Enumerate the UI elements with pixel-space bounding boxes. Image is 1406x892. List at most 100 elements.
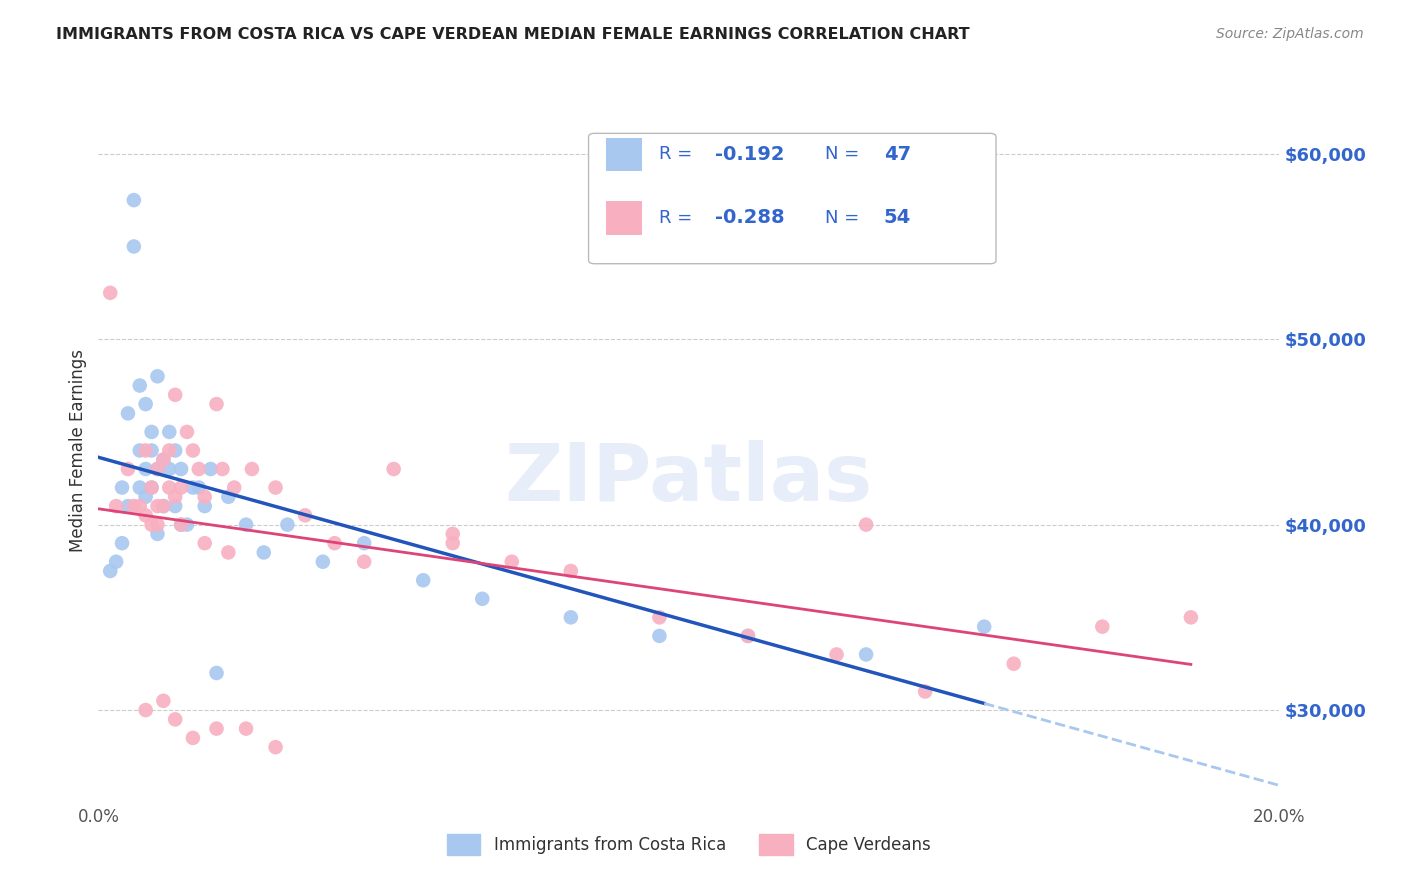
Point	[165, 712, 187, 726]
Point	[235, 517, 257, 532]
Point	[135, 397, 157, 411]
Point	[165, 490, 187, 504]
Point	[117, 462, 139, 476]
Point	[152, 694, 174, 708]
Point	[181, 481, 204, 495]
Point	[135, 462, 157, 476]
Point	[141, 517, 163, 532]
Point	[165, 499, 187, 513]
Point	[205, 397, 228, 411]
Point	[264, 740, 287, 755]
Point	[152, 452, 174, 467]
Text: 54: 54	[884, 209, 911, 227]
Point	[253, 545, 276, 559]
Text: R =: R =	[659, 145, 699, 163]
Point	[170, 517, 193, 532]
Point	[122, 193, 145, 207]
Point	[323, 536, 346, 550]
Point	[170, 481, 193, 495]
Text: N =: N =	[825, 145, 865, 163]
Point	[855, 648, 877, 662]
Point	[146, 499, 169, 513]
Point	[152, 499, 174, 513]
Point	[152, 499, 174, 513]
Point	[412, 574, 434, 588]
Point	[128, 378, 150, 392]
Point	[157, 425, 180, 439]
Point	[135, 508, 157, 523]
Point	[157, 462, 180, 476]
Point	[105, 555, 128, 569]
Point	[157, 481, 180, 495]
Point	[187, 462, 209, 476]
Point	[217, 490, 239, 504]
Point	[264, 481, 287, 495]
Point	[146, 462, 169, 476]
Point	[737, 629, 759, 643]
Bar	[606, 201, 641, 235]
Point	[501, 555, 523, 569]
Text: 47: 47	[884, 145, 911, 164]
Point	[194, 490, 217, 504]
Point	[181, 731, 204, 745]
Text: Source: ZipAtlas.com: Source: ZipAtlas.com	[1216, 27, 1364, 41]
Point	[146, 369, 169, 384]
Point	[135, 703, 157, 717]
Point	[157, 443, 180, 458]
Text: IMMIGRANTS FROM COSTA RICA VS CAPE VERDEAN MEDIAN FEMALE EARNINGS CORRELATION CH: IMMIGRANTS FROM COSTA RICA VS CAPE VERDE…	[56, 27, 970, 42]
Point	[1180, 610, 1202, 624]
Point	[141, 481, 163, 495]
Point	[194, 499, 217, 513]
Point	[855, 517, 877, 532]
Point	[128, 443, 150, 458]
Point	[146, 527, 169, 541]
Point	[648, 629, 671, 643]
Point	[117, 406, 139, 420]
Point	[122, 499, 145, 513]
Point	[276, 517, 298, 532]
Point	[146, 517, 169, 532]
Point	[135, 490, 157, 504]
Point	[1002, 657, 1025, 671]
Point	[141, 481, 163, 495]
Point	[122, 239, 145, 253]
Point	[170, 517, 193, 532]
Point	[353, 536, 375, 550]
Point	[165, 388, 187, 402]
Point	[240, 462, 263, 476]
Point	[217, 545, 239, 559]
Point	[353, 555, 375, 569]
Point	[98, 564, 121, 578]
Point	[141, 443, 163, 458]
Legend: Immigrants from Costa Rica, Cape Verdeans: Immigrants from Costa Rica, Cape Verdean…	[440, 828, 938, 862]
Point	[170, 462, 193, 476]
Point	[141, 425, 163, 439]
Point	[211, 462, 233, 476]
Point	[135, 443, 157, 458]
Point	[560, 610, 582, 624]
Point	[205, 722, 228, 736]
Text: ZIPatlas: ZIPatlas	[505, 440, 873, 517]
Point	[187, 481, 209, 495]
Point	[224, 481, 246, 495]
Point	[176, 425, 198, 439]
Point	[914, 684, 936, 698]
FancyBboxPatch shape	[589, 134, 995, 264]
Point	[146, 462, 169, 476]
Point	[98, 285, 121, 300]
Point	[111, 481, 134, 495]
Point	[117, 499, 139, 513]
Text: N =: N =	[825, 209, 865, 227]
Point	[312, 555, 335, 569]
Point	[825, 648, 848, 662]
Point	[294, 508, 316, 523]
Point	[205, 665, 228, 680]
Point	[128, 499, 150, 513]
Point	[973, 620, 995, 634]
Point	[176, 517, 198, 532]
Point	[471, 591, 494, 606]
Point	[737, 629, 759, 643]
Point	[200, 462, 222, 476]
Text: -0.192: -0.192	[714, 145, 785, 164]
Point	[128, 481, 150, 495]
